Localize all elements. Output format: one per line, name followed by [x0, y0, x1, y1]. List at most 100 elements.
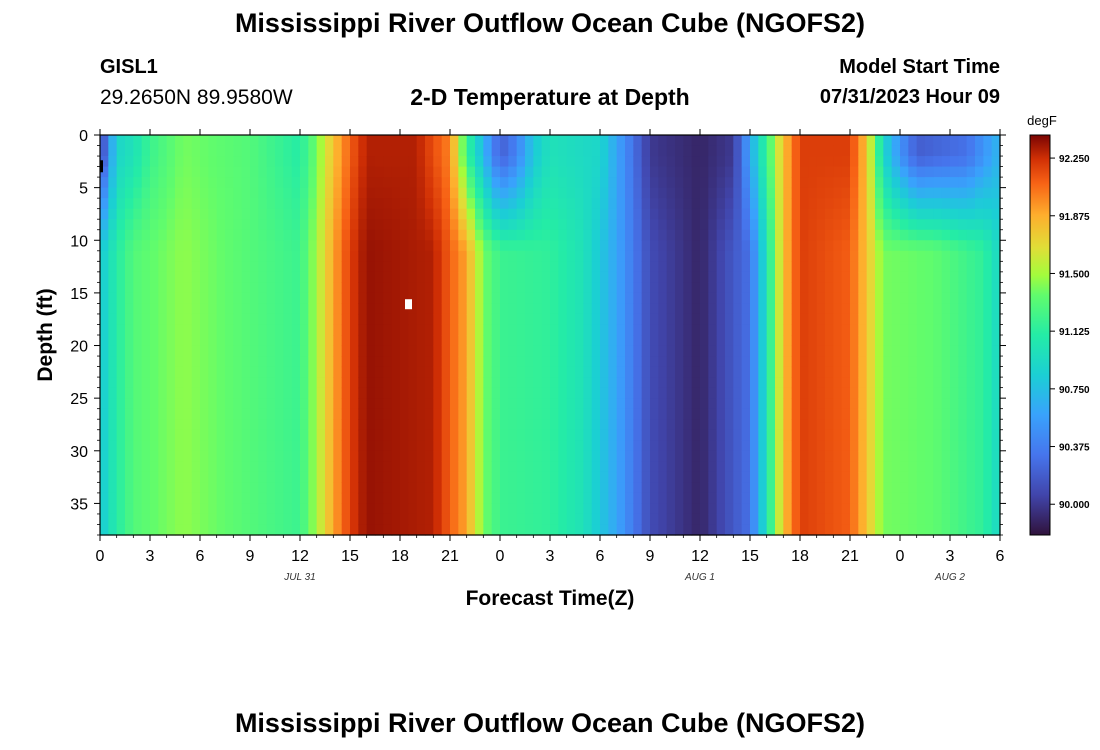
heatmap-cell [425, 482, 434, 494]
heatmap-cell [525, 292, 534, 305]
heatmap-cell [175, 440, 184, 452]
heatmap-cell [258, 156, 268, 168]
heatmap-cell [983, 250, 993, 262]
heatmap-cell [108, 135, 118, 147]
heatmap-cell [675, 524, 684, 536]
heatmap-cell [175, 419, 184, 431]
heatmap-cell [216, 282, 226, 294]
heatmap-cell [700, 145, 709, 157]
heatmap-cell [991, 282, 1001, 294]
heatmap-cell [858, 156, 868, 168]
heatmap-cell [675, 303, 684, 315]
heatmap-cell [766, 261, 776, 273]
heatmap-cell [866, 135, 876, 147]
heatmap-cell [166, 198, 176, 210]
heatmap-cell [425, 166, 434, 178]
heatmap-cell [133, 303, 143, 315]
heatmap-cell [900, 524, 909, 536]
heatmap-cell [808, 482, 818, 494]
heatmap-cell [633, 324, 643, 336]
heatmap-cell [266, 250, 276, 262]
heatmap-cell [816, 240, 826, 252]
heatmap-cell [833, 503, 843, 515]
heatmap-cell [200, 282, 209, 294]
heatmap-cell [208, 419, 218, 431]
heatmap-cell [100, 166, 109, 178]
heatmap-cell [783, 503, 793, 515]
heatmap-cell [833, 177, 843, 189]
heatmap-cell [358, 461, 368, 473]
heatmap-cell [250, 229, 259, 241]
heatmap-cell [966, 429, 976, 441]
heatmap-cell [441, 461, 451, 473]
heatmap-cell [766, 324, 776, 336]
heatmap-cell [558, 398, 568, 410]
heatmap-cell [858, 313, 868, 326]
heatmap-cell [550, 177, 559, 189]
heatmap-cell [791, 471, 801, 483]
heatmap-cell [708, 240, 718, 252]
heatmap-cell [491, 366, 501, 378]
heatmap-cell [183, 503, 193, 515]
heatmap-cell [408, 250, 418, 262]
heatmap-cell [558, 429, 568, 441]
heatmap-cell [475, 429, 484, 441]
heatmap-cell [483, 324, 493, 336]
heatmap-cell [416, 419, 426, 431]
heatmap-cell [108, 450, 118, 462]
heatmap-cell [216, 292, 226, 305]
heatmap-cell [925, 208, 934, 220]
heatmap-cell [408, 229, 418, 241]
heatmap-cell [408, 282, 418, 294]
heatmap-cell [633, 250, 643, 262]
heatmap-cell [625, 229, 634, 241]
heatmap-cell [100, 513, 109, 526]
heatmap-cell [383, 166, 393, 178]
heatmap-cell [625, 166, 634, 178]
heatmap-cell [850, 377, 859, 389]
heatmap-cell [483, 471, 493, 483]
heatmap-cell [641, 513, 651, 526]
heatmap-cell [158, 219, 168, 231]
heatmap-cell [141, 177, 151, 189]
heatmap-cell [358, 482, 368, 494]
heatmap-cell [691, 471, 701, 483]
heatmap-cell [575, 135, 584, 147]
heatmap-cell [783, 408, 793, 420]
heatmap-cell [108, 366, 118, 378]
heatmap-cell [350, 482, 359, 494]
heatmap-cell [983, 387, 993, 399]
heatmap-cell [391, 219, 401, 231]
heatmap-cell [566, 240, 576, 252]
heatmap-cell [116, 240, 126, 252]
heatmap-cell [566, 492, 576, 505]
heatmap-cell [850, 135, 859, 147]
heatmap-cell [775, 261, 784, 273]
heatmap-cell [166, 356, 176, 368]
heatmap-cell [625, 282, 634, 294]
heatmap-cell [575, 240, 584, 252]
heatmap-cell [258, 324, 268, 336]
heatmap-cell [216, 356, 226, 368]
heatmap-cell [825, 177, 834, 189]
heatmap-cell [300, 482, 309, 494]
heatmap-cell [725, 208, 734, 220]
heatmap-cell [975, 219, 984, 231]
heatmap-cell [558, 513, 568, 526]
x-tick-label: 6 [996, 548, 1005, 565]
heatmap-cell [483, 366, 493, 378]
heatmap-cell [766, 208, 776, 220]
heatmap-cell [500, 345, 509, 357]
heatmap-cell [683, 398, 693, 410]
heatmap-cell [358, 335, 368, 347]
heatmap-cell [816, 450, 826, 462]
heatmap-cell [716, 292, 726, 305]
heatmap-cell [208, 513, 218, 526]
heatmap-cell [750, 292, 759, 305]
heatmap-cell [591, 503, 601, 515]
heatmap-cell [525, 250, 534, 262]
heatmap-cell [675, 387, 684, 399]
x-date-label: JUL 31 [283, 572, 316, 583]
heatmap-cell [575, 303, 584, 315]
heatmap-cell [508, 229, 518, 241]
